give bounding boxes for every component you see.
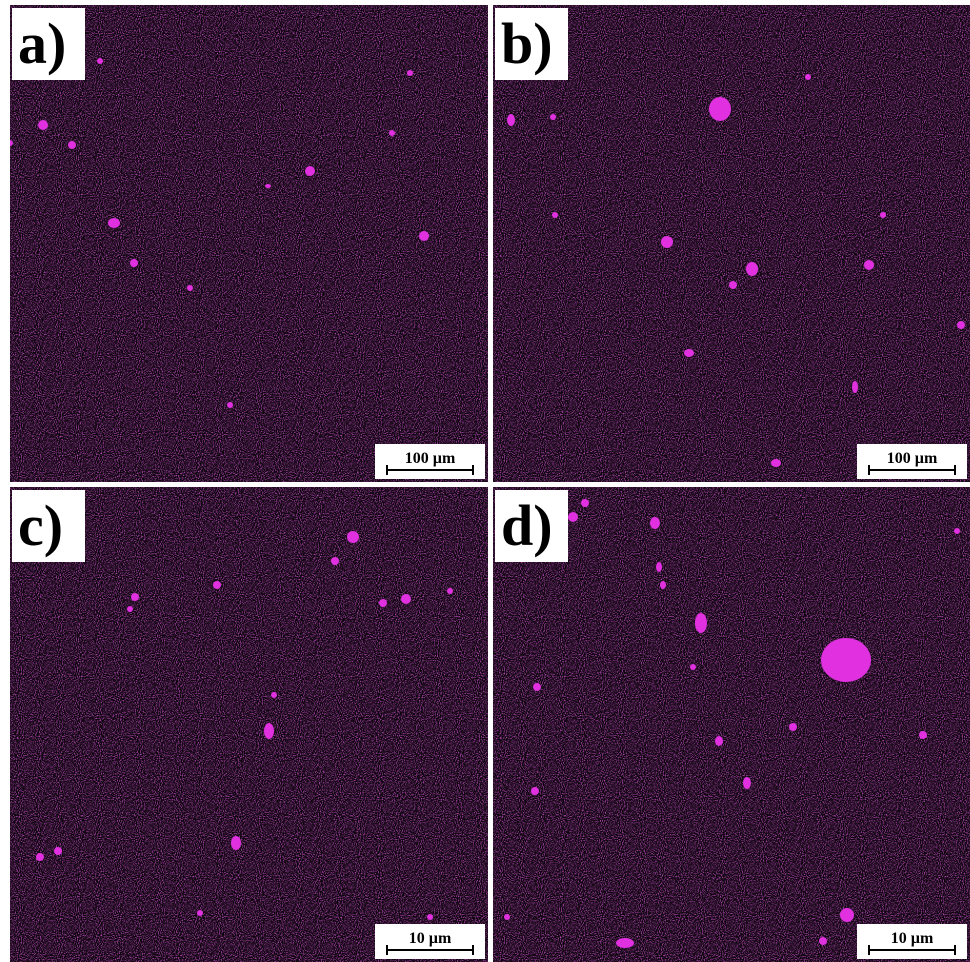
particle [709,97,731,121]
particle [197,910,203,916]
particle [743,777,751,789]
panel-label: d) [501,493,553,558]
particle [264,723,274,739]
particle [533,683,541,691]
particle [130,259,138,267]
particle [729,281,737,289]
scale-label: 10 µm [409,930,452,947]
particle [97,58,103,64]
particle [616,938,634,948]
particle [68,141,76,149]
particle [695,613,707,633]
particle [507,114,515,126]
particle [660,581,666,589]
scale-label: 10 µm [891,930,934,947]
particle [690,664,696,670]
map-panel: d) 10 µm [493,487,970,962]
particle [347,531,359,543]
map-panel: a) 100 µm [7,5,488,482]
particle [407,70,413,76]
particle [447,588,453,594]
particle [265,184,271,188]
particle [852,381,858,393]
particle [715,736,723,746]
particle [127,606,133,612]
particle [771,459,781,467]
particle [789,723,797,731]
particle [880,212,886,218]
particle [805,74,811,80]
particle [54,847,62,855]
map-panel: b) 100 µm [493,5,970,482]
particle [131,593,139,601]
particle [552,212,558,218]
panel-label: b) [501,11,553,76]
particle [568,512,578,522]
particle [271,692,277,698]
particle [746,262,758,276]
particle [531,787,539,795]
figure: a) 100 µm b) 100 µm c) 10 µm d) 10 µm [0,0,970,962]
particle [864,260,874,270]
particle [38,120,48,130]
particle [821,638,871,682]
particle [231,836,241,850]
panel-label: c) [18,493,63,558]
particle [379,599,387,607]
particle [427,914,433,920]
particle [954,528,960,534]
particle [213,581,221,589]
scale-label: 100 µm [887,450,938,467]
particle [36,853,44,861]
particle [661,236,673,248]
particle [108,218,120,228]
particle [401,594,411,604]
particle [419,231,429,241]
panel-label: a) [18,11,66,76]
particle [581,499,589,507]
particle [656,562,662,572]
page: a)100 µmb)100 µmc)10 µmd)10 µm (() => { … [0,0,970,962]
particle [389,130,395,136]
particle [919,731,927,739]
particle [227,402,233,408]
particle [684,349,694,357]
particle [957,321,965,329]
particle [331,557,339,565]
map-panel: c) 10 µm [10,487,488,962]
particle [650,517,660,529]
particle [550,114,556,120]
scale-label: 100 µm [405,450,456,467]
particle [305,166,315,176]
particle [840,908,854,922]
particle [187,285,193,291]
particle [819,937,827,945]
particle [504,914,510,920]
